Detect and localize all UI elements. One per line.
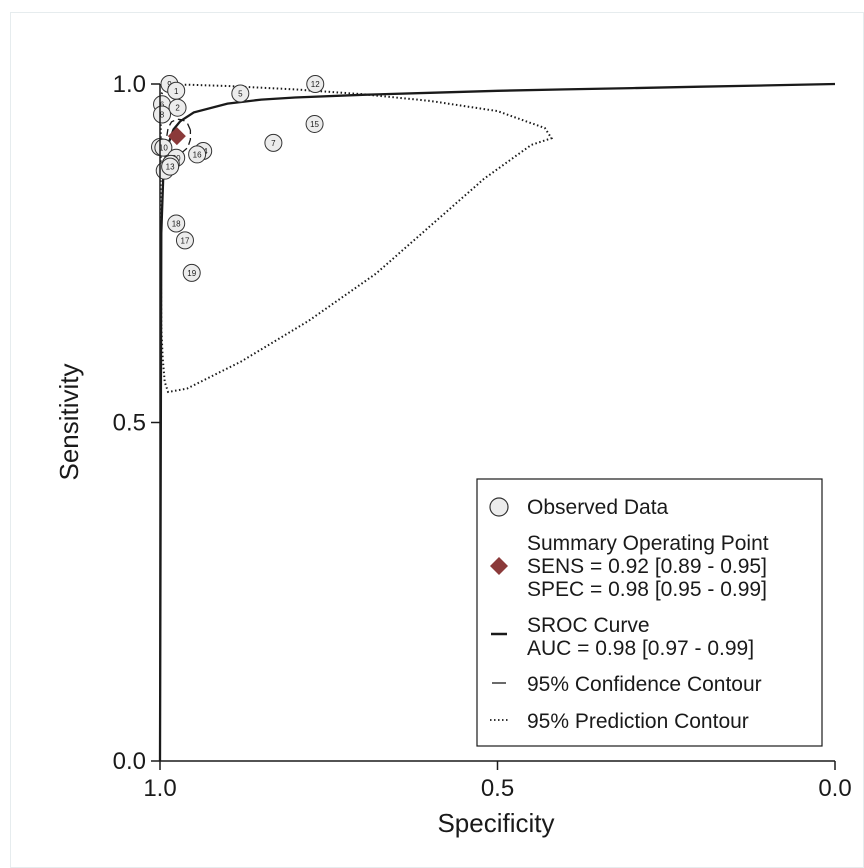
x-ticks: 1.0 0.5 0.0: [143, 761, 852, 802]
study-point-19: 19: [182, 263, 201, 282]
legend-entry-prediction: 95% Prediction Contour: [490, 710, 749, 733]
study-label: 12: [311, 80, 320, 89]
study-point-8: 8: [153, 105, 172, 124]
study-label: 15: [310, 120, 319, 129]
x-axis-title: Specificity: [437, 808, 554, 838]
study-marker: [154, 138, 173, 157]
study-point-15: 15: [305, 114, 324, 133]
legend-text-line: Summary Operating Point: [527, 532, 769, 555]
summary-operating-point: [167, 127, 186, 146]
study-label: 5: [238, 89, 243, 98]
study-marker: [153, 105, 172, 124]
study-point-16: 16: [188, 145, 207, 164]
study-label: 1: [174, 87, 179, 96]
legend-text-line: Observed Data: [527, 496, 669, 519]
study-point-13: 13: [161, 157, 180, 176]
study-point-12: 12: [306, 75, 325, 93]
study-marker: [264, 133, 283, 152]
study-marker: [168, 98, 187, 117]
legend-text-line: AUC = 0.98 [0.97 - 0.99]: [527, 637, 754, 660]
x-tick-label: 0.0: [818, 775, 851, 802]
study-marker: [161, 157, 180, 176]
legend-box: [476, 478, 823, 747]
study-marker: [188, 145, 207, 164]
legend-summary-symbol: [490, 557, 508, 575]
legend-text-line: 95% Prediction Contour: [527, 710, 749, 733]
study-point-1: 1: [167, 81, 186, 100]
legend-text-line: SROC Curve: [527, 614, 650, 637]
study-point-10: 10: [154, 138, 173, 157]
study-label: 19: [187, 269, 196, 278]
study-point-5: 5: [231, 84, 250, 103]
legend-items: Observed Data Summary Operating PointSENS…: [489, 496, 769, 733]
y-tick-label: 0.0: [113, 748, 146, 775]
summary-layer: [167, 127, 186, 146]
study-label: 7: [271, 139, 276, 148]
study-label: 16: [193, 150, 202, 159]
study-marker: [231, 84, 250, 103]
study-marker: [167, 214, 186, 233]
y-axis-title: Sensitivity: [54, 363, 84, 480]
studies-layer: 9121562815731014162011413181719: [151, 75, 325, 282]
study-marker: [306, 75, 325, 93]
study-label: 13: [166, 163, 175, 172]
x-tick-label: 1.0: [143, 775, 176, 802]
legend-text-line: SENS = 0.92 [0.89 - 0.95]: [527, 555, 767, 578]
study-point-17: 17: [175, 231, 194, 250]
legend: Observed Data Summary Operating PointSENS…: [476, 478, 823, 747]
study-label: 10: [159, 144, 168, 153]
study-point-7: 7: [264, 133, 283, 152]
study-point-18: 18: [167, 214, 186, 233]
x-tick-label: 0.5: [481, 775, 514, 802]
study-marker: [305, 114, 324, 133]
study-label: 18: [172, 219, 181, 228]
prediction-contour: [159, 83, 554, 394]
legend-entry-observed: Observed Data: [489, 496, 669, 519]
legend-entry-confidence: 95% Confidence Contour: [492, 673, 762, 696]
study-label: 8: [160, 110, 165, 119]
study-label: 6: [160, 100, 165, 109]
study-label: 17: [181, 236, 190, 245]
y-tick-label: 1.0: [113, 71, 146, 98]
study-marker: [182, 263, 201, 282]
study-label: 2: [175, 104, 180, 113]
study-marker: [175, 231, 194, 250]
y-tick-label: 0.5: [113, 410, 146, 437]
study-label: 9: [167, 80, 172, 89]
legend-observed-symbol: [489, 497, 509, 517]
legend-text-line: 95% Confidence Contour: [527, 673, 762, 696]
legend-text-line: SPEC = 0.98 [0.95 - 0.99]: [527, 578, 767, 601]
study-point-2: 2: [168, 98, 187, 117]
y-ticks: 0.0 0.5 1.0: [113, 71, 160, 775]
